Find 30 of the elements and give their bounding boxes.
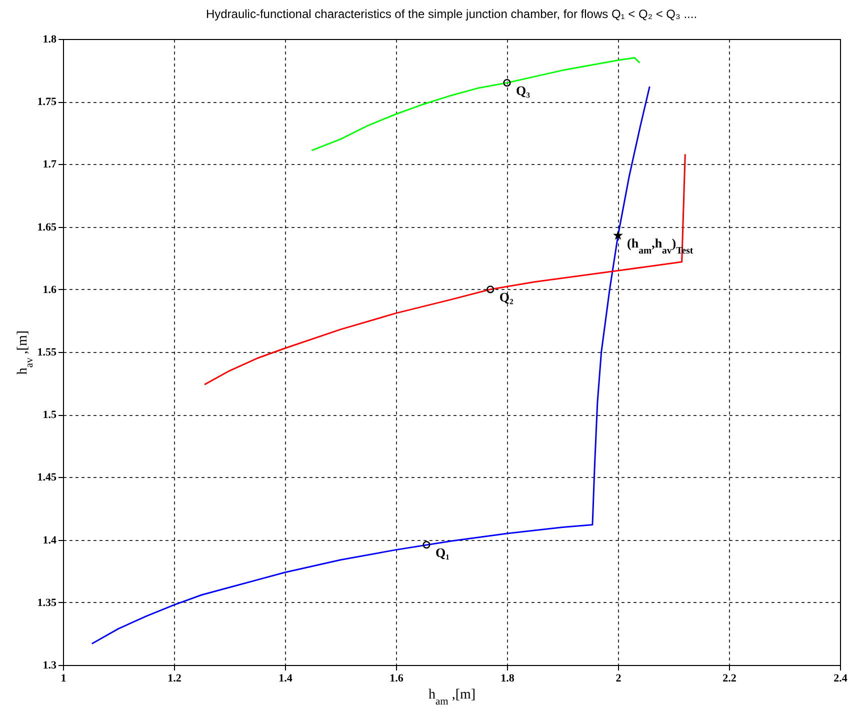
y-tick-label: 1.65 (37, 221, 57, 234)
x-tick-label: 1.6 (390, 672, 404, 684)
x-tick-label: 2 (616, 672, 622, 684)
y-tick-label: 1.6 (42, 284, 57, 296)
y-tick-label: 1.55 (37, 346, 57, 358)
annotation: Q₂ (499, 289, 514, 304)
y-tick-label: 1.35 (37, 596, 57, 609)
line-series (91, 86, 650, 644)
annotation: Q₃ (516, 82, 530, 98)
point (486, 286, 494, 294)
y-tick-label: 1.45 (37, 472, 57, 484)
point (614, 232, 622, 239)
x-tick-label: 1 (60, 672, 66, 684)
y-tick-label: 1.4 (42, 534, 57, 546)
y-tick-label: 1.75 (37, 96, 57, 108)
line-series (310, 57, 640, 152)
y-tick-label: 1.8 (42, 34, 57, 46)
x-tick-label: 1.2 (168, 672, 182, 684)
x-axis-title: h$_{am}$ ,[m] (428, 688, 476, 707)
y-tick-label: 1.3 (42, 660, 57, 672)
y-tick-label: 1.5 (42, 409, 57, 422)
annotation: Q₁ (436, 544, 450, 560)
y-tick-label: 1.7 (42, 158, 57, 171)
x-tick-label: 2.4 (834, 672, 848, 684)
x-tick-label: 1.8 (500, 672, 515, 684)
chart-title: Hydraulic-functional characteristics of the simple junction chamber, for flows Q₁ < Q₂ < Q₃ .... (206, 7, 698, 21)
x-tick-label: 1.4 (278, 672, 293, 684)
point (503, 79, 511, 87)
x-tick-label: 2.2 (722, 672, 737, 684)
point (422, 541, 430, 549)
